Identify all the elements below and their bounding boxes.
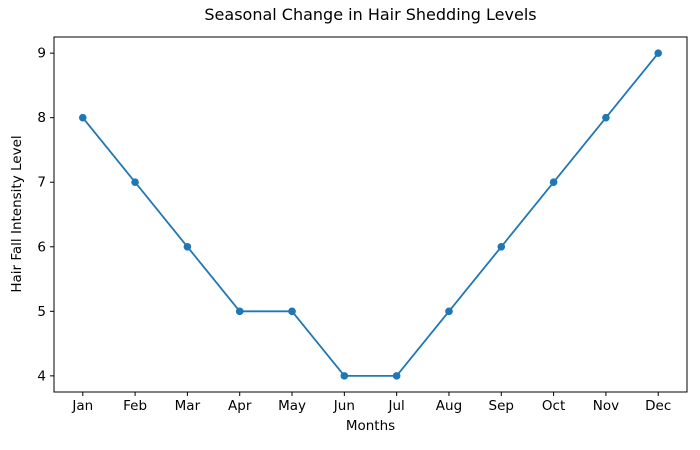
x-tick-label: Oct — [542, 398, 565, 414]
y-tick-label: 9 — [37, 46, 46, 62]
x-tick-label: May — [278, 398, 306, 414]
x-tick-label: Sep — [489, 398, 514, 414]
data-point-marker — [288, 307, 296, 316]
data-point-marker — [392, 372, 401, 380]
x-tick-label: Feb — [123, 398, 147, 414]
x-tick-label: Jun — [333, 398, 355, 414]
data-point-marker — [131, 178, 139, 187]
data-line — [82, 52, 659, 377]
data-point-marker — [602, 113, 610, 122]
x-tick-label: Mar — [175, 398, 201, 414]
data-point-marker — [78, 113, 87, 122]
x-tick-label: Apr — [228, 398, 252, 414]
x-tick-label: Jul — [388, 398, 405, 414]
data-point-marker — [183, 242, 192, 251]
x-axis-label: Months — [345, 418, 396, 434]
data-point-marker — [340, 372, 349, 380]
y-tick-label: 6 — [37, 239, 46, 255]
y-tick-label: 8 — [37, 110, 46, 126]
y-tick-label: 7 — [37, 175, 46, 191]
x-tick-label: Aug — [436, 398, 462, 414]
y-tick-label: 4 — [37, 368, 46, 384]
x-tick-label: Nov — [593, 398, 619, 414]
data-point-marker — [235, 307, 244, 316]
plot-spines — [53, 36, 688, 393]
y-tick-label: 5 — [37, 304, 46, 320]
x-tick-label: Jan — [71, 398, 93, 414]
chart-title: Seasonal Change in Hair Shedding Levels — [204, 5, 537, 24]
data-point-marker — [445, 307, 453, 316]
data-point-marker — [549, 178, 558, 187]
data-point-marker — [497, 242, 506, 251]
x-tick-label: Dec — [645, 398, 671, 414]
data-point-marker — [654, 49, 663, 57]
